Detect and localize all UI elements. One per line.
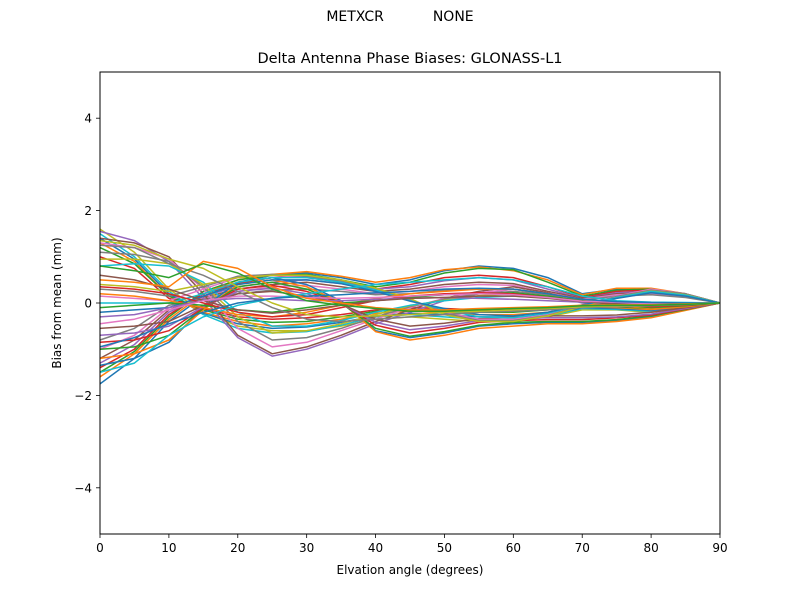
series-line [99, 287, 720, 348]
series-line [99, 287, 721, 337]
series-line [99, 237, 721, 330]
x-tick-label: 80 [643, 541, 658, 555]
series-line [99, 276, 721, 374]
series-line [99, 279, 721, 360]
y-tick-label: 2 [84, 204, 92, 218]
series-layer [99, 228, 721, 385]
x-axis-label: Elvation angle (degrees) [337, 563, 484, 577]
x-tick-label: 70 [575, 541, 590, 555]
y-tick-label: −2 [74, 389, 92, 403]
series-line [99, 244, 721, 323]
x-axis: 0 10 20 30 40 50 60 70 80 90 [96, 534, 728, 555]
y-tick-label: 4 [84, 112, 92, 126]
x-tick-label: 90 [712, 541, 727, 555]
chart-title: Delta Antenna Phase Biases: GLONASS-L1 [257, 51, 562, 67]
y-axis-label: Bias from mean (mm) [50, 237, 64, 368]
x-tick-label: 20 [230, 541, 245, 555]
x-tick-label: 60 [506, 541, 521, 555]
x-tick-label: 0 [96, 541, 104, 555]
x-tick-label: 40 [368, 541, 383, 555]
figure-suptitle: METXCR NONE [326, 9, 474, 25]
series-line [99, 279, 721, 317]
series-line [99, 273, 721, 322]
x-tick-label: 10 [161, 541, 176, 555]
x-tick-label: 30 [299, 541, 314, 555]
series-line [99, 262, 721, 313]
y-tick-label: 0 [84, 297, 92, 311]
y-axis: −4 −2 0 2 4 [74, 112, 100, 495]
y-tick-label: −4 [74, 481, 92, 495]
x-tick-label: 50 [437, 541, 452, 555]
